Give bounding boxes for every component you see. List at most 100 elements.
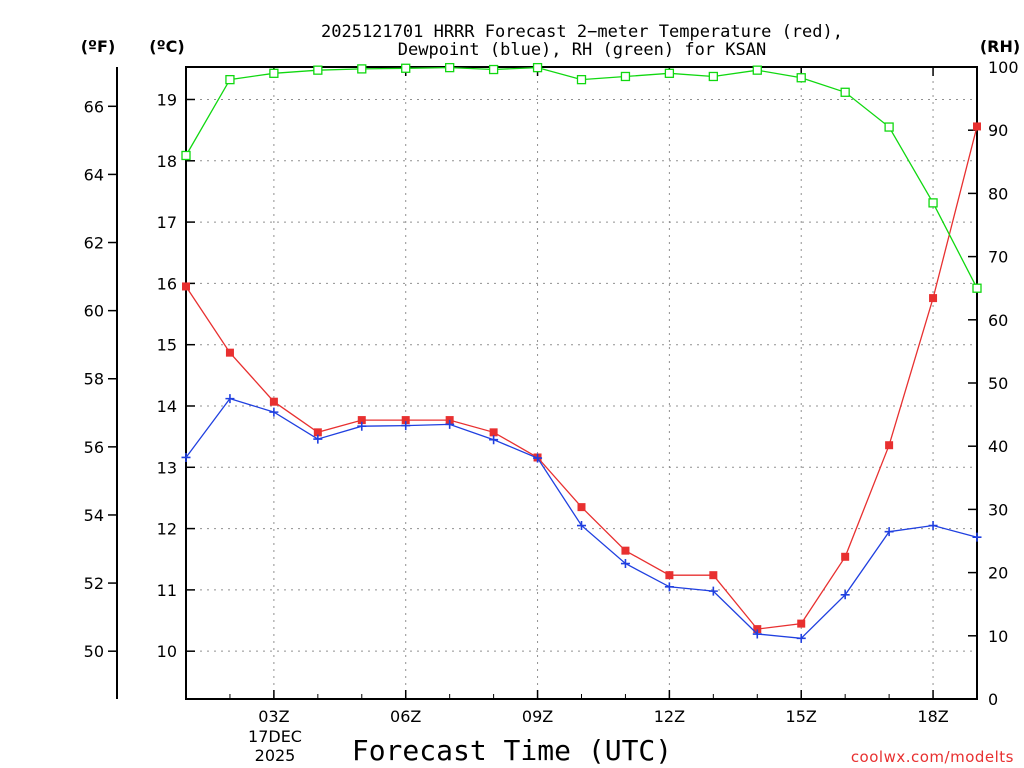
dewpoint-point [489, 435, 499, 445]
dewpoint-point [533, 453, 543, 463]
x-tick-label: 18Z [917, 707, 948, 726]
fahrenheit-tick-label: 52 [84, 574, 104, 593]
temperature-point [885, 441, 894, 450]
temperature-point [973, 122, 981, 131]
rh-tick-label: 70 [988, 248, 1008, 267]
rh-point [752, 65, 762, 75]
x-tick-label: 03Z [258, 707, 289, 726]
temperature-point [313, 428, 322, 437]
fahrenheit-tick-label: 50 [84, 642, 104, 661]
dewpoint-point [884, 527, 894, 537]
celsius-tick-label: 13 [157, 458, 177, 477]
temperature-point [621, 546, 630, 555]
rh-tick-label: 30 [988, 500, 1008, 519]
temperature-point [577, 503, 586, 512]
fahrenheit-tick-label: 54 [84, 506, 104, 525]
rh-tick-label: 60 [988, 311, 1008, 330]
chart-title-line1: 2025121701 HRRR Forecast 2−meter Tempera… [321, 22, 843, 42]
dewpoint-point [928, 521, 938, 531]
x-tick-label: 12Z [654, 707, 685, 726]
fahrenheit-axis-unit: (ºF) [81, 37, 116, 56]
rh-axis-unit: (RH) [980, 37, 1020, 56]
rh-tick-label: 50 [988, 374, 1008, 393]
dewpoint-point [620, 559, 630, 569]
temperature-point [797, 619, 806, 628]
fahrenheit-tick-label: 62 [84, 234, 104, 253]
dewpoint-point [401, 421, 411, 431]
rh-point [488, 64, 499, 75]
dewpoint-point [357, 421, 367, 431]
temperature-point [841, 552, 850, 561]
temperature-point [269, 397, 278, 406]
chart-title-line2: Dewpoint (blue), RH (green) for KSAN [398, 40, 766, 60]
x-tick-label: 06Z [390, 707, 421, 726]
rh-point [269, 68, 279, 78]
rh-point [225, 74, 235, 85]
rh-tick-label: 80 [988, 184, 1008, 203]
rh-point [884, 122, 894, 132]
gridlines [186, 67, 977, 699]
date-line1: 17DEC [248, 727, 302, 746]
dewpoint-point [708, 586, 718, 596]
fahrenheit-tick-label: 60 [84, 302, 104, 321]
celsius-tick-label: 16 [157, 274, 177, 293]
celsius-tick-label: 14 [157, 397, 177, 416]
dewpoint-point [313, 434, 323, 444]
temperature-point [489, 428, 498, 437]
plot-frame [185, 66, 978, 700]
celsius-tick-label: 19 [157, 90, 177, 109]
fahrenheit-tick-label: 66 [84, 97, 104, 116]
temperature-point [357, 416, 366, 425]
rh-point [928, 198, 938, 208]
rh-point [357, 64, 367, 74]
axis-ticks: 03Z 06Z 09Z 12Z 15Z 18Z 10 11 12 13 14 15 16 17 18 19 50… [84, 58, 1019, 726]
celsius-tick-label: 10 [157, 642, 177, 661]
temperature-point [753, 625, 762, 634]
celsius-tick-label: 15 [157, 336, 177, 355]
fahrenheit-tick-label: 58 [84, 370, 104, 389]
temperature-line [185, 126, 978, 630]
rh-point [972, 283, 982, 293]
rh-point [664, 68, 675, 78]
celsius-tick-label: 11 [157, 581, 177, 600]
data-series [181, 62, 982, 643]
rh-tick-label: 40 [988, 437, 1008, 456]
dewpoint-point [972, 532, 982, 542]
celsius-axis-unit: (ºC) [149, 37, 184, 56]
rh-tick-label: 10 [988, 627, 1008, 646]
celsius-tick-label: 12 [157, 520, 177, 539]
x-axis-title: Forecast Time (UTC) [352, 734, 672, 767]
dewpoint-point [664, 582, 674, 592]
dewpoint-line [185, 397, 978, 639]
rh-point [840, 87, 850, 97]
dewpoint-point [225, 394, 235, 404]
rh-tick-label: 90 [988, 121, 1008, 140]
fahrenheit-tick-label: 56 [84, 438, 104, 457]
dewpoint-point [577, 521, 586, 531]
x-tick-label: 09Z [522, 707, 553, 726]
celsius-tick-label: 17 [157, 213, 177, 232]
rh-point [620, 71, 631, 82]
fahrenheit-tick-label: 64 [84, 165, 104, 184]
x-tick-label: 15Z [786, 707, 817, 726]
rh-tick-label: 20 [988, 564, 1008, 583]
rh-point [576, 74, 587, 85]
dewpoint-point [269, 407, 279, 417]
date-line2: 2025 [255, 746, 296, 765]
celsius-tick-label: 18 [157, 152, 177, 171]
rh-point [796, 73, 806, 83]
temperature-point [709, 571, 718, 580]
rh-tick-label: 100 [988, 58, 1019, 77]
dewpoint-point [796, 633, 806, 643]
rh-point [708, 71, 718, 82]
rh-tick-label: 0 [988, 690, 998, 709]
dewpoint-point [445, 419, 455, 429]
temperature-point [401, 416, 410, 425]
dewpoint-point [840, 590, 850, 600]
temperature-point [182, 282, 190, 291]
temperature-point [929, 294, 938, 303]
rh-point [313, 65, 323, 75]
rh-point [181, 150, 191, 161]
dewpoint-point [181, 452, 191, 462]
